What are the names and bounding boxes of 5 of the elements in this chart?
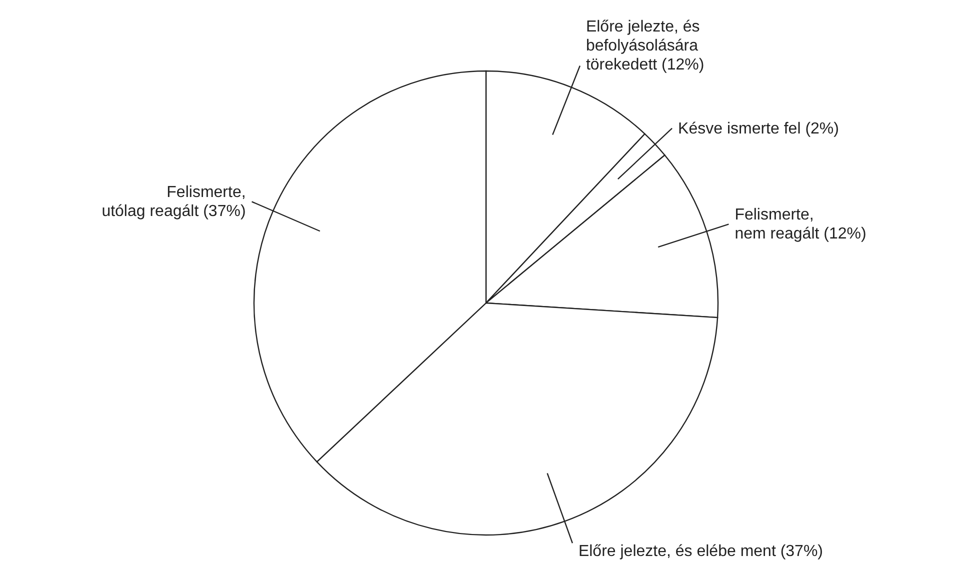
slice-label: Késve ismerte fel (2%) [678,120,839,138]
slice-label: Felismerte, utólag reagált (37%) [102,184,246,220]
slice-label: Felismerte, nem reagált (12%) [734,206,866,243]
slice-label: Előre jelezte, és elébe ment (37%) [578,543,824,560]
slice-label: Előre jelezte, és befolyásolására törekedett (12%) [586,18,704,74]
